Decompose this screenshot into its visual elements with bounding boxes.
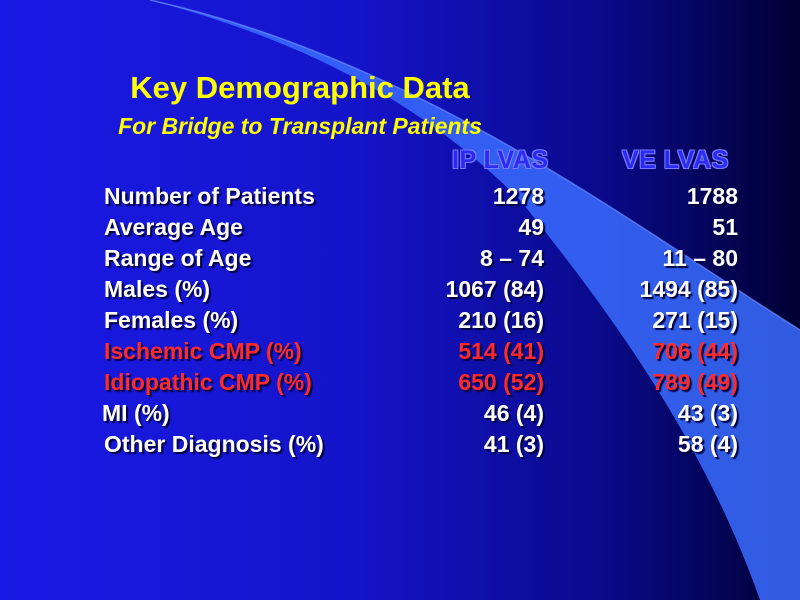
ip-lvas-value: 46 (4) bbox=[483, 400, 544, 426]
table-row-females: Females (%) 210 (16) 271 (15) bbox=[0, 307, 800, 338]
ip-lvas-value: 514 (41) bbox=[458, 338, 544, 364]
demographic-table: Number of Patients 1278 1788 Average Age… bbox=[0, 183, 800, 462]
ip-lvas-value: 1278 bbox=[492, 183, 544, 209]
row-label: Number of Patients bbox=[104, 183, 315, 209]
row-label: Idiopathic CMP (%) bbox=[104, 369, 312, 395]
ip-lvas-value: 41 (3) bbox=[483, 431, 544, 457]
column-header-ip-lvas: IP LVAS bbox=[452, 146, 549, 174]
table-row-number-of-patients: Number of Patients 1278 1788 bbox=[0, 183, 800, 214]
table-row-other-diagnosis: Other Diagnosis (%) 41 (3) 58 (4) bbox=[0, 431, 800, 462]
ip-lvas-value: 49 bbox=[518, 214, 544, 240]
row-label: Other Diagnosis (%) bbox=[104, 431, 324, 457]
table-row-ischemic-cmp: Ischemic CMP (%) 514 (41) 706 (44) bbox=[0, 338, 800, 369]
ve-lvas-value: 11 – 80 bbox=[662, 245, 738, 271]
ve-lvas-value: 43 (3) bbox=[677, 400, 738, 426]
ve-lvas-value: 271 (15) bbox=[652, 307, 738, 333]
column-header-ve-lvas: VE LVAS bbox=[622, 146, 729, 174]
row-label: Range of Age bbox=[104, 245, 252, 271]
ve-lvas-value: 1494 (85) bbox=[639, 276, 738, 302]
ve-lvas-value: 51 bbox=[712, 214, 738, 240]
table-row-males: Males (%) 1067 (84) 1494 (85) bbox=[0, 276, 800, 307]
ve-lvas-value: 789 (49) bbox=[652, 369, 738, 395]
ip-lvas-value: 8 – 74 bbox=[480, 245, 544, 271]
ve-lvas-value: 1788 bbox=[686, 183, 738, 209]
table-row-idiopathic-cmp: Idiopathic CMP (%) 650 (52) 789 (49) bbox=[0, 369, 800, 400]
slide-subtitle: For Bridge to Transplant Patients bbox=[118, 113, 482, 139]
ip-lvas-value: 210 (16) bbox=[458, 307, 544, 333]
row-label: Average Age bbox=[104, 214, 243, 240]
table-row-average-age: Average Age 49 51 bbox=[0, 214, 800, 245]
table-row-mi: MI (%) 46 (4) 43 (3) bbox=[0, 400, 800, 431]
row-label: MI (%) bbox=[102, 400, 170, 426]
slide-title: Key Demographic Data bbox=[130, 70, 470, 105]
ip-lvas-value: 1067 (84) bbox=[445, 276, 544, 302]
row-label: Ischemic CMP (%) bbox=[104, 338, 302, 364]
ip-lvas-value: 650 (52) bbox=[458, 369, 544, 395]
ve-lvas-value: 706 (44) bbox=[652, 338, 738, 364]
table-row-range-of-age: Range of Age 8 – 74 11 – 80 bbox=[0, 245, 800, 276]
row-label: Males (%) bbox=[104, 276, 211, 302]
row-label: Females (%) bbox=[104, 307, 239, 333]
ve-lvas-value: 58 (4) bbox=[677, 431, 738, 457]
